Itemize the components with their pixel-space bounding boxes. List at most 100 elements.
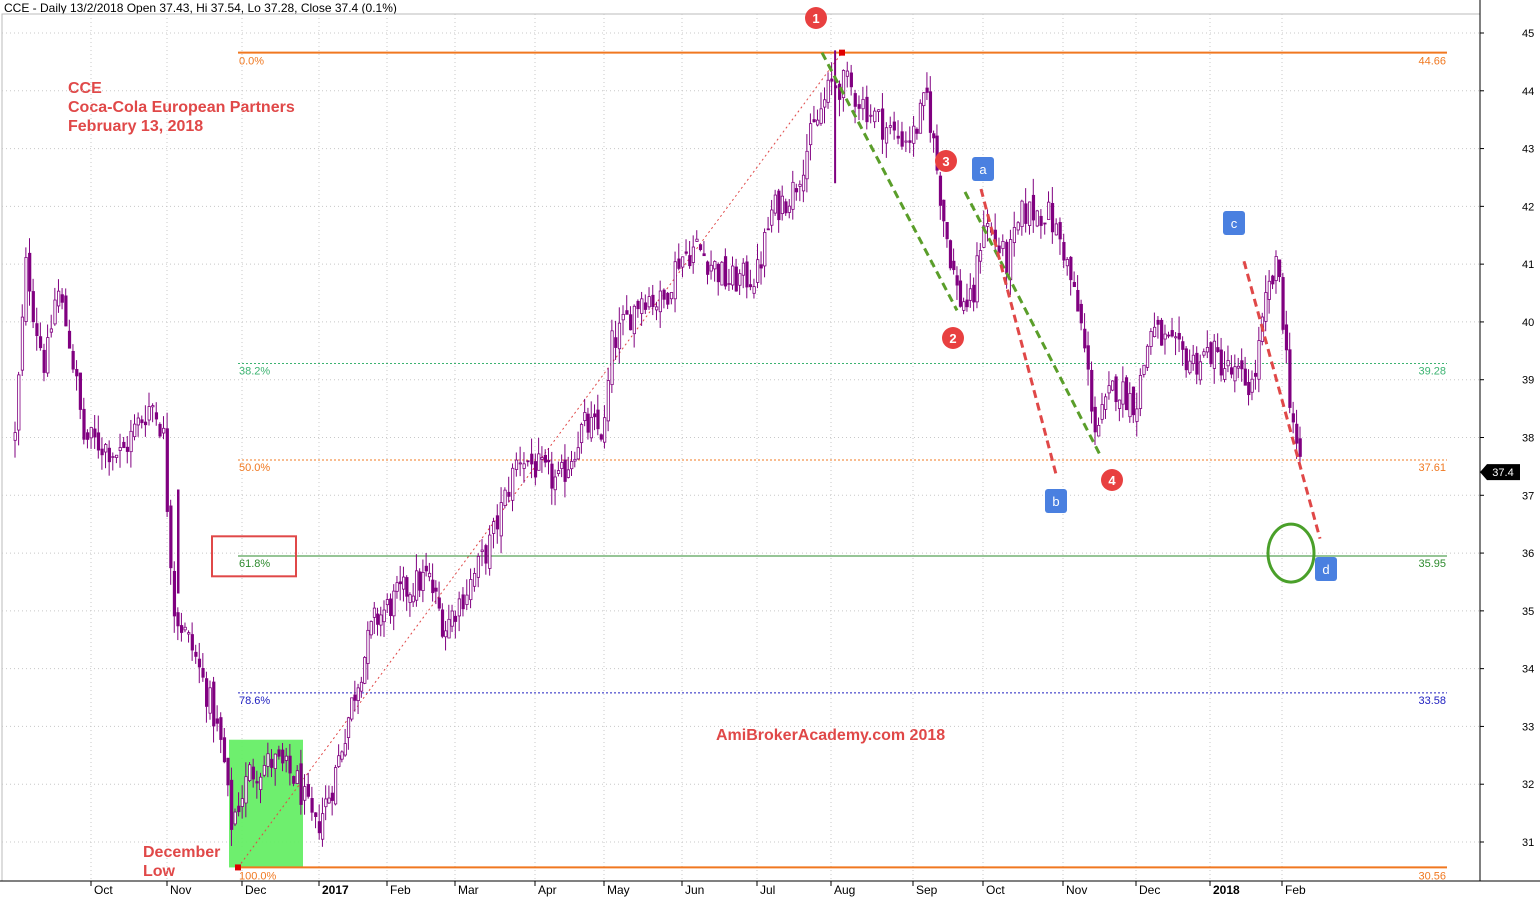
candle-body <box>812 119 816 123</box>
candle-body <box>1226 360 1230 367</box>
candle-body <box>1247 381 1251 396</box>
candle-body <box>1131 386 1136 416</box>
candle-body <box>1209 342 1213 365</box>
y-tick-label: 43 <box>1522 144 1534 156</box>
x-tick-label: Sep <box>916 883 938 897</box>
candle-body <box>511 467 515 501</box>
candle-body <box>389 598 393 617</box>
candle-body <box>107 447 111 463</box>
candle-body <box>353 694 357 701</box>
candle-body <box>900 131 904 147</box>
candle-body <box>651 294 655 308</box>
y-tick-label: 31 <box>1522 837 1534 849</box>
last-price-label: 37.4 <box>1492 467 1513 479</box>
candle-body <box>1229 367 1234 375</box>
candle-body <box>38 336 43 349</box>
candle-body <box>1188 360 1192 374</box>
fib-pct-label: 100.0% <box>239 870 277 882</box>
candle-body <box>888 125 893 128</box>
candle-body <box>1205 347 1210 353</box>
candle-body <box>122 441 126 449</box>
candle-body <box>647 296 651 308</box>
candle-body <box>129 430 133 453</box>
candle-body <box>1284 324 1289 351</box>
candle-body <box>962 301 966 311</box>
fib-pct-label: 50.0% <box>239 462 270 474</box>
candle-body <box>133 423 137 438</box>
candle-body <box>748 284 753 288</box>
candle-body <box>570 460 574 470</box>
candle-body <box>453 615 458 622</box>
candle-body <box>385 599 390 606</box>
candle-body <box>734 266 738 292</box>
candle-body <box>1233 366 1237 382</box>
candle-body <box>522 463 526 469</box>
candle-body <box>418 571 422 591</box>
candle-body <box>78 372 82 410</box>
candle-body <box>826 79 830 103</box>
candle-body <box>596 409 600 430</box>
candle-body <box>586 413 590 433</box>
trendline-green-1 <box>820 51 959 312</box>
candle-body <box>499 502 503 537</box>
candle-body <box>1160 319 1164 346</box>
candle-body <box>1195 352 1199 375</box>
candle-body <box>1065 259 1069 267</box>
candle-body <box>284 755 288 761</box>
x-tick-label: Apr <box>538 883 557 897</box>
candle-body <box>96 432 101 451</box>
candle-body <box>745 261 749 288</box>
candle-body <box>100 448 104 456</box>
candle-body <box>975 255 979 303</box>
candle-body <box>89 427 93 439</box>
candle-body <box>31 291 35 323</box>
candle-body <box>303 786 307 801</box>
candle-body <box>945 221 949 240</box>
candle-body <box>1191 354 1195 364</box>
candle-body <box>1135 408 1139 422</box>
candle-body <box>115 454 119 458</box>
candle-body <box>1058 222 1062 240</box>
candle-body <box>884 127 889 144</box>
candle-body <box>1298 438 1302 457</box>
last-price-tag <box>1480 464 1520 481</box>
candle-body <box>1031 194 1036 221</box>
candle-body <box>219 717 223 740</box>
candle-body <box>306 784 311 797</box>
candle-body <box>143 421 148 426</box>
candle-body <box>273 753 277 769</box>
candle-body <box>321 813 325 840</box>
candle-body <box>165 428 169 512</box>
candle-body <box>908 140 912 143</box>
candle-body <box>780 195 784 215</box>
candle-body <box>187 632 191 635</box>
candle-body <box>147 406 151 421</box>
candle-body <box>366 629 370 664</box>
candle-body <box>849 72 853 88</box>
candle-body <box>450 610 454 627</box>
fib-618-highlight-box <box>211 535 297 578</box>
candle-body <box>1104 396 1108 410</box>
wave-marker-label: 1 <box>812 11 819 26</box>
candle-body <box>1149 331 1153 347</box>
candle-body <box>543 454 547 463</box>
candle-body <box>1184 348 1188 371</box>
y-tick-label: 38 <box>1522 433 1534 445</box>
candle-body <box>86 432 90 440</box>
candle-body <box>982 225 986 248</box>
candle-body <box>1090 369 1094 412</box>
x-tick-label: Oct <box>986 883 1005 897</box>
candle-body <box>805 150 809 180</box>
candle-body <box>447 618 451 639</box>
candle-body <box>526 460 530 463</box>
candle-body <box>1076 289 1080 312</box>
candle-body <box>337 755 341 767</box>
candle-body <box>270 758 274 768</box>
candle-body <box>350 697 354 720</box>
candle-body <box>434 587 438 592</box>
wave-marker-circle <box>935 150 957 172</box>
december-low-box <box>229 739 303 868</box>
candle-body <box>1047 201 1051 220</box>
candle-body <box>948 240 953 269</box>
candle-body <box>625 310 629 315</box>
